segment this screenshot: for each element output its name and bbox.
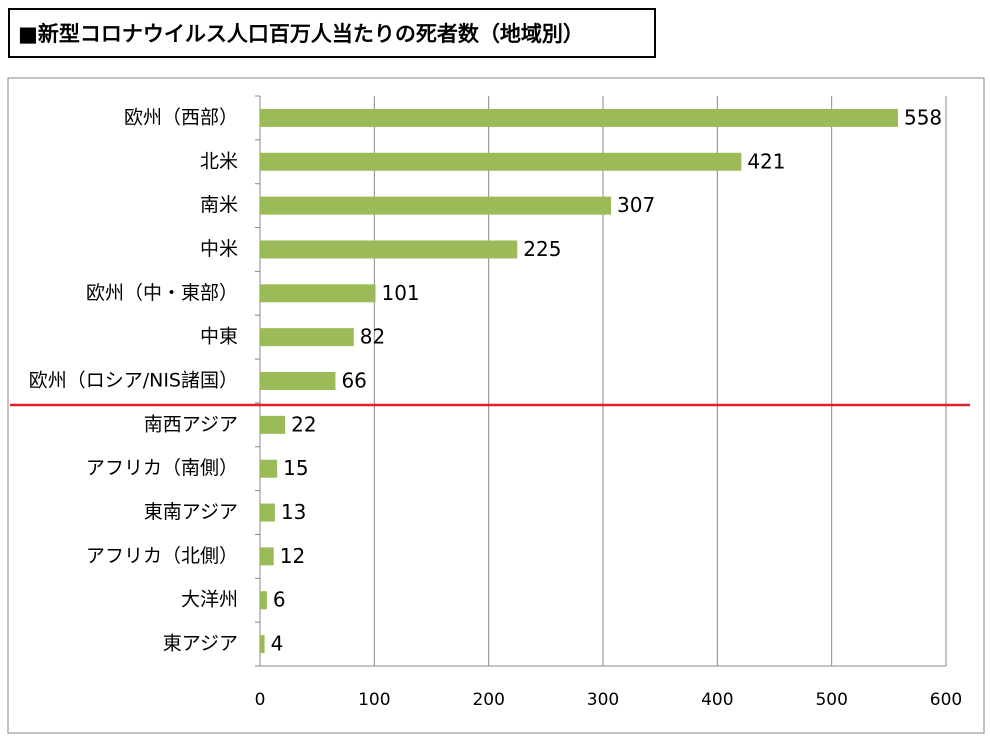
y-tick-label: 北米 bbox=[200, 150, 238, 172]
value-label: 225 bbox=[523, 237, 561, 261]
x-tick-label: 400 bbox=[701, 690, 733, 710]
bar bbox=[260, 591, 267, 610]
value-label: 22 bbox=[291, 412, 316, 436]
chart-title: ■新型コロナウイルス人口百万人当たりの死者数（地域別） bbox=[8, 8, 656, 58]
value-label: 6 bbox=[273, 588, 286, 612]
marks: 欧州（西部） 558 北米 421 南米 307 中米 225 欧州（中・東部） 101 中東 82 欧… bbox=[29, 105, 942, 655]
bar bbox=[260, 240, 518, 259]
x-tick-label: 0 bbox=[255, 690, 266, 710]
value-label: 421 bbox=[747, 149, 785, 173]
bar bbox=[260, 328, 354, 347]
value-label: 15 bbox=[283, 456, 308, 480]
y-tick-label: 東南アジア bbox=[144, 501, 238, 523]
y-tick-label: 南西アジア bbox=[144, 413, 238, 435]
y-tick-label: 欧州（西部） bbox=[124, 106, 238, 128]
bar bbox=[260, 196, 612, 215]
value-label: 82 bbox=[360, 325, 385, 349]
bar bbox=[260, 284, 376, 303]
chart-frame bbox=[7, 77, 985, 734]
bar bbox=[260, 635, 265, 654]
value-label: 101 bbox=[381, 281, 419, 305]
grid: 0 100 200 300 400 500 600 bbox=[255, 95, 962, 710]
bar bbox=[260, 415, 286, 434]
x-tick-label: 500 bbox=[815, 690, 847, 710]
x-tick-label: 200 bbox=[472, 690, 504, 710]
x-tick-label: 300 bbox=[587, 690, 619, 710]
value-label: 13 bbox=[281, 500, 306, 524]
y-tick-label: 欧州（中・東部） bbox=[86, 282, 238, 304]
bar bbox=[260, 547, 274, 566]
y-tick-label: 大洋州 bbox=[181, 589, 238, 611]
x-tick-label: 600 bbox=[930, 690, 962, 710]
y-tick-label: 中東 bbox=[200, 326, 238, 348]
bar bbox=[260, 503, 275, 522]
y-tick-label: 欧州（ロシア/NIS諸国） bbox=[29, 370, 238, 392]
y-tick-label: 東アジア bbox=[163, 633, 238, 655]
value-label: 558 bbox=[904, 105, 942, 129]
x-tick-label: 100 bbox=[358, 690, 390, 710]
bar bbox=[260, 108, 898, 127]
y-tick-label: 南米 bbox=[200, 194, 238, 216]
value-label: 307 bbox=[617, 193, 655, 217]
y-tick-label: アフリカ（南側） bbox=[86, 457, 238, 479]
y-tick-label: 中米 bbox=[200, 238, 238, 260]
value-label: 4 bbox=[271, 632, 284, 656]
value-label: 12 bbox=[280, 544, 305, 568]
value-label: 66 bbox=[341, 369, 366, 393]
y-tick-label: アフリカ（北側） bbox=[86, 545, 238, 567]
bar bbox=[260, 152, 742, 171]
bar bbox=[260, 459, 278, 478]
bar bbox=[260, 372, 336, 390]
